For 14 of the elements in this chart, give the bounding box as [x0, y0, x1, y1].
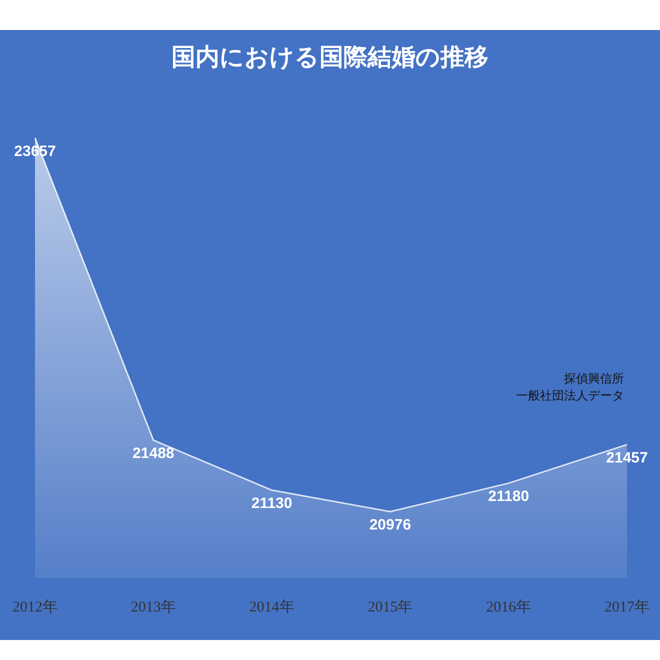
data-label: 20976 — [369, 516, 412, 534]
x-tick-label: 2012年 — [12, 598, 58, 616]
x-tick-label: 2014年 — [249, 598, 294, 616]
chart-title: 国内における国際結婚の推移 — [172, 43, 488, 71]
x-tick-label: 2013年 — [130, 598, 176, 616]
x-tick-label: 2017年 — [604, 598, 650, 616]
annotation: 探偵興信所 — [564, 372, 624, 386]
data-label: 21457 — [606, 450, 648, 467]
x-tick-label: 2015年 — [368, 598, 413, 616]
data-label: 21488 — [132, 445, 174, 462]
data-label: 21180 — [488, 488, 530, 506]
x-tick-label: 2016年 — [486, 598, 532, 616]
data-label: 21130 — [251, 495, 292, 512]
annotation: 一般社団法人データ — [516, 388, 624, 402]
